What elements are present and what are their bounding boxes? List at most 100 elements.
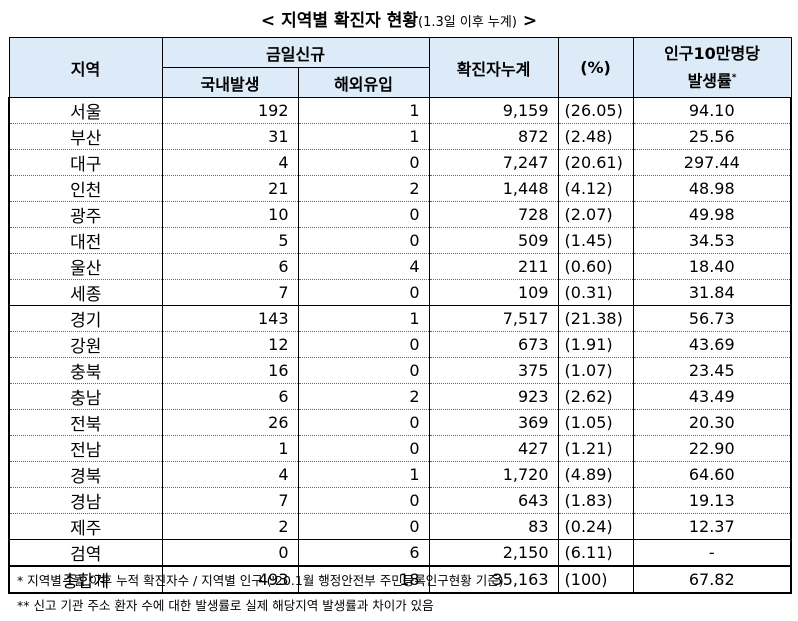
- cell-rate: 297.44: [632, 149, 793, 176]
- header-region: 지역: [8, 37, 163, 98]
- cell-domestic: 7: [161, 279, 299, 306]
- cell-rate: -: [632, 539, 793, 567]
- cell-cumulative: 427: [428, 435, 559, 462]
- cell-cumulative: 211: [428, 253, 559, 280]
- cell-region: 세종: [8, 279, 163, 306]
- cell-percent: (21.38): [557, 305, 634, 332]
- cell-rate: 43.49: [632, 383, 793, 410]
- cell-cumulative: 375: [428, 357, 559, 384]
- cell-rate: 56.73: [632, 305, 793, 332]
- cell-domestic: 16: [161, 357, 299, 384]
- cell-percent: (0.24): [557, 513, 634, 540]
- cell-overseas: 0: [297, 357, 430, 384]
- cell-percent: (0.60): [557, 253, 634, 280]
- table-row: 경남 7 0 643 (1.83) 19.13: [8, 487, 793, 514]
- table-row: 부산 31 1 872 (2.48) 25.56: [8, 123, 793, 150]
- total-domestic: 493: [161, 565, 299, 594]
- cell-cumulative: 9,159: [428, 97, 559, 124]
- header-percent: (%): [557, 37, 634, 98]
- table-row: 제주 2 0 83 (0.24) 12.37: [8, 513, 793, 540]
- page-title: < 지역별 확진자 현황(1.3일 이후 누계) >: [0, 6, 798, 31]
- cell-percent: (2.07): [557, 201, 634, 228]
- cell-percent: (2.48): [557, 123, 634, 150]
- cell-region: 제주: [8, 513, 163, 540]
- cell-domestic: 4: [161, 149, 299, 176]
- footnote-2: ** 신고 기관 주소 환자 수에 대한 발생률로 실제 해당지역 발생률과 차…: [17, 598, 434, 613]
- cell-percent: (1.21): [557, 435, 634, 462]
- cell-overseas: 0: [297, 409, 430, 436]
- header-rate-line2: 발생률: [687, 71, 732, 91]
- table-row: 전북 26 0 369 (1.05) 20.30: [8, 409, 793, 436]
- cell-cumulative: 369: [428, 409, 559, 436]
- cell-cumulative: 872: [428, 123, 559, 150]
- title-sub: (1.3일 이후 누계): [418, 15, 517, 30]
- header-cumulative: 확진자누계: [428, 37, 559, 98]
- cell-rate: 19.13: [632, 487, 793, 514]
- header-domestic: 국내발생: [161, 67, 299, 98]
- cell-domestic: 12: [161, 331, 299, 358]
- cell-region: 울산: [8, 253, 163, 280]
- cell-region: 광주: [8, 201, 163, 228]
- cell-rate: 23.45: [632, 357, 793, 384]
- total-row: 총합계 493 18 35,163 (100) 67.82: [8, 565, 793, 594]
- footnote-1: * 지역별 1월 이후 누적 확진자수 / 지역별 인구 ('20.1월 행정안…: [17, 573, 504, 588]
- cell-rate: 12.37: [632, 513, 793, 540]
- cell-cumulative: 83: [428, 513, 559, 540]
- cell-percent: (1.83): [557, 487, 634, 514]
- title-suffix: >: [522, 11, 538, 31]
- cell-domestic: 143: [161, 305, 299, 332]
- table-body: 서울 192 1 9,159 (26.05) 94.10 부산 31 1 872 (2.48) 25.…: [8, 97, 793, 594]
- table-row: 세종 7 0 109 (0.31) 31.84: [8, 279, 793, 306]
- cell-domestic: 31: [161, 123, 299, 150]
- total-region: 총합계: [8, 565, 163, 594]
- table-row: 경기 143 1 7,517 (21.38) 56.73: [8, 305, 793, 332]
- cell-domestic: 0: [161, 539, 299, 567]
- cell-domestic: 6: [161, 253, 299, 280]
- cell-rate: 94.10: [632, 97, 793, 124]
- cell-percent: (1.07): [557, 357, 634, 384]
- confirmed-cases-table: 지역 금일신규 확진자누계 (%) 인구10만명당 발생률* 국내발생 해외유입…: [8, 37, 793, 594]
- footnotes: * 지역별 1월 이후 누적 확진자수 / 지역별 인구 ('20.1월 행정안…: [17, 568, 504, 618]
- cell-domestic: 7: [161, 487, 299, 514]
- cell-percent: (0.31): [557, 279, 634, 306]
- cell-domestic: 192: [161, 97, 299, 124]
- cell-percent: (4.12): [557, 175, 634, 202]
- table-row: 전남 1 0 427 (1.21) 22.90: [8, 435, 793, 462]
- cell-domestic: 21: [161, 175, 299, 202]
- table-row: 대전 5 0 509 (1.45) 34.53: [8, 227, 793, 254]
- cell-domestic: 10: [161, 201, 299, 228]
- cell-overseas: 0: [297, 279, 430, 306]
- cell-domestic: 5: [161, 227, 299, 254]
- cell-region: 대구: [8, 149, 163, 176]
- cell-percent: (20.61): [557, 149, 634, 176]
- cell-cumulative: 1,720: [428, 461, 559, 488]
- cell-region: 서울: [8, 97, 163, 124]
- cell-region: 전남: [8, 435, 163, 462]
- table-header: 지역 금일신규 확진자누계 (%) 인구10만명당 발생률* 국내발생 해외유입: [8, 37, 792, 98]
- cell-rate: 64.60: [632, 461, 793, 488]
- table-row: 경북 4 1 1,720 (4.89) 64.60: [8, 461, 793, 488]
- cell-region: 충북: [8, 357, 163, 384]
- table-row: 대구 4 0 7,247 (20.61) 297.44: [8, 149, 793, 176]
- cell-region: 경북: [8, 461, 163, 488]
- cell-percent: (4.89): [557, 461, 634, 488]
- cell-overseas: 0: [297, 435, 430, 462]
- cell-cumulative: 509: [428, 227, 559, 254]
- cell-cumulative: 109: [428, 279, 559, 306]
- cell-percent: (1.45): [557, 227, 634, 254]
- header-rate: 인구10만명당 발생률*: [632, 37, 792, 98]
- cell-cumulative: 2,150: [428, 539, 559, 567]
- cell-overseas: 0: [297, 513, 430, 540]
- cell-overseas: 1: [297, 461, 430, 488]
- cell-rate: 20.30: [632, 409, 793, 436]
- cell-percent: (26.05): [557, 97, 634, 124]
- cell-region: 강원: [8, 331, 163, 358]
- cell-region: 검역: [8, 539, 163, 567]
- cell-cumulative: 7,247: [428, 149, 559, 176]
- cell-rate: 22.90: [632, 435, 793, 462]
- header-rate-mark: *: [731, 72, 737, 83]
- table-row: 서울 192 1 9,159 (26.05) 94.10: [8, 97, 793, 124]
- table-row: 강원 12 0 673 (1.91) 43.69: [8, 331, 793, 358]
- cell-overseas: 0: [297, 331, 430, 358]
